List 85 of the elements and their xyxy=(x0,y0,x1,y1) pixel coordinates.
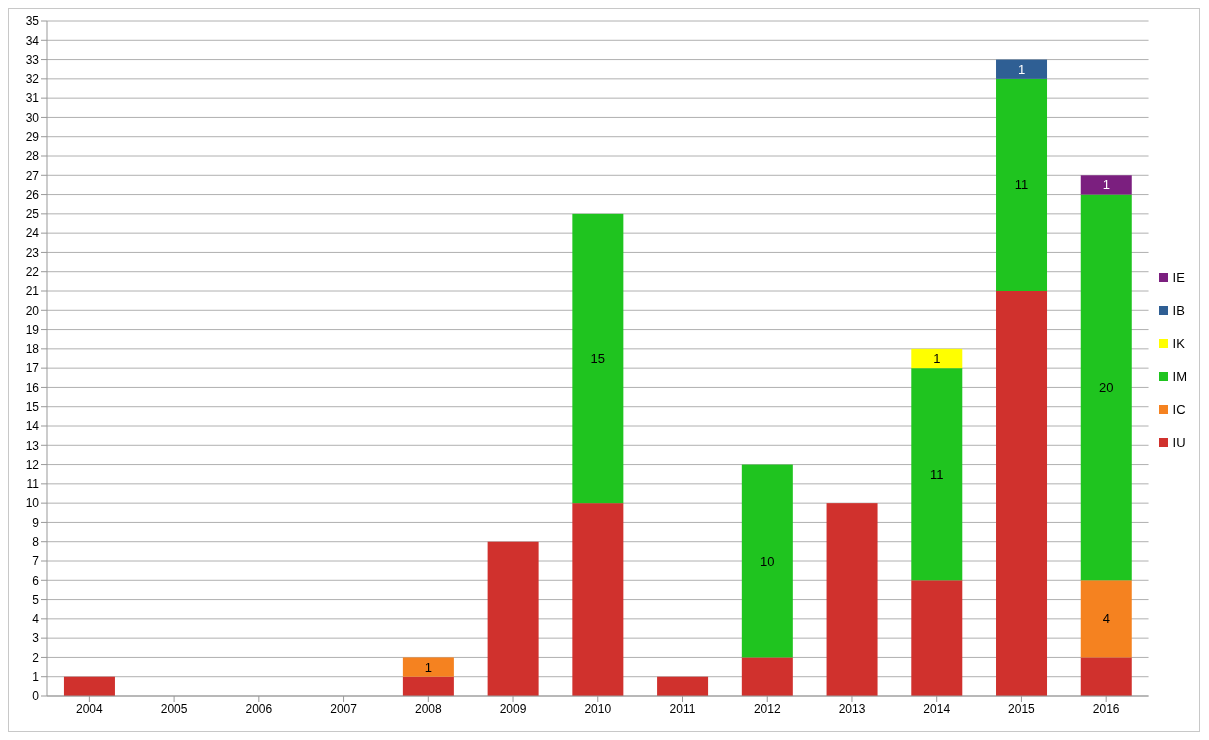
y-tick-label: 15 xyxy=(25,399,40,414)
y-tick-label: 3 xyxy=(32,631,40,646)
legend-label: IK xyxy=(1172,336,1185,351)
bar xyxy=(996,78,1048,291)
y-tick-label: 24 xyxy=(25,226,40,241)
legend-label: IC xyxy=(1172,402,1186,417)
legend-label: IM xyxy=(1172,369,1187,384)
y-tick-label: 19 xyxy=(25,322,40,337)
bar xyxy=(911,580,963,696)
y-tick-label: 6 xyxy=(32,573,40,588)
x-tick-label: 2016 xyxy=(1092,701,1120,716)
bar xyxy=(1080,580,1132,658)
y-tick-label: 22 xyxy=(25,264,40,279)
y-tick-label: 4 xyxy=(32,612,40,627)
x-tick-label: 2015 xyxy=(1008,701,1036,716)
x-tick-label: 2013 xyxy=(838,701,866,716)
y-tick-label: 29 xyxy=(25,129,40,144)
y-tick-label: 25 xyxy=(25,207,40,222)
y-tick-label: 28 xyxy=(25,149,40,164)
bar xyxy=(572,503,624,696)
y-tick-label: 26 xyxy=(25,187,40,202)
y-tick-label: 31 xyxy=(25,91,40,106)
bar xyxy=(1080,657,1132,696)
x-tick-label: 2006 xyxy=(245,701,273,716)
legend-label: IB xyxy=(1172,303,1185,318)
x-tick-label: 2012 xyxy=(753,701,781,716)
y-tick-label: 10 xyxy=(25,496,40,511)
bar xyxy=(1080,175,1132,195)
y-tick-label: 32 xyxy=(25,72,40,87)
y-tick-label: 30 xyxy=(25,110,40,125)
bar xyxy=(1080,194,1132,581)
y-tick-label: 8 xyxy=(32,534,40,549)
y-tick-label: 13 xyxy=(25,438,40,453)
data-label: 1 xyxy=(933,351,941,366)
y-tick-label: 1 xyxy=(32,669,40,684)
y-tick-label: 2 xyxy=(32,650,40,665)
y-tick-label: 35 xyxy=(25,14,40,29)
bar xyxy=(996,59,1048,79)
bar xyxy=(402,676,454,696)
data-label: 1 xyxy=(1017,61,1026,77)
bar xyxy=(63,676,115,696)
y-tick-label: 14 xyxy=(25,419,40,434)
y-tick-label: 18 xyxy=(25,342,40,357)
y-tick-label: 9 xyxy=(32,515,40,530)
data-label: 1 xyxy=(424,659,432,675)
data-label: 15 xyxy=(590,351,606,366)
y-tick-label: 21 xyxy=(25,284,40,299)
legend-label: IE xyxy=(1172,270,1185,285)
legend-label: IU xyxy=(1172,435,1186,450)
data-label: 1 xyxy=(1102,177,1110,193)
y-tick-label: 20 xyxy=(25,303,40,318)
y-tick-label: 11 xyxy=(26,477,40,492)
bar xyxy=(996,291,1048,696)
x-tick-label: 2008 xyxy=(414,701,442,716)
x-tick-label: 2010 xyxy=(584,701,612,716)
bar xyxy=(402,657,454,677)
data-label: 20 xyxy=(1099,379,1114,395)
x-tick-label: 2014 xyxy=(923,701,951,716)
data-label: 4 xyxy=(1102,611,1110,627)
bar xyxy=(572,213,624,504)
bar xyxy=(657,676,709,696)
bar xyxy=(741,464,793,658)
data-label: 11 xyxy=(930,466,944,482)
data-label: 11 xyxy=(1014,177,1029,193)
y-tick-label: 34 xyxy=(25,33,40,48)
x-tick-label: 2011 xyxy=(669,701,696,716)
bar xyxy=(487,541,539,696)
x-tick-label: 2004 xyxy=(76,701,104,716)
y-tick-label: 16 xyxy=(25,380,40,395)
y-tick-label: 17 xyxy=(25,361,40,376)
y-tick-label: 0 xyxy=(32,689,40,704)
x-tick-label: 2005 xyxy=(160,701,188,716)
x-tick-label: 2009 xyxy=(499,701,527,716)
y-tick-label: 12 xyxy=(25,457,40,472)
y-tick-label: 23 xyxy=(25,245,40,260)
y-tick-label: 33 xyxy=(25,52,40,67)
bar xyxy=(826,503,878,696)
y-tick-label: 5 xyxy=(32,592,40,607)
data-label: 10 xyxy=(760,553,775,569)
bar xyxy=(911,348,963,369)
y-tick-label: 27 xyxy=(25,168,40,183)
x-tick-label: 2007 xyxy=(330,701,358,716)
bar xyxy=(741,657,793,696)
bar xyxy=(911,368,963,581)
y-tick-label: 7 xyxy=(32,554,40,569)
